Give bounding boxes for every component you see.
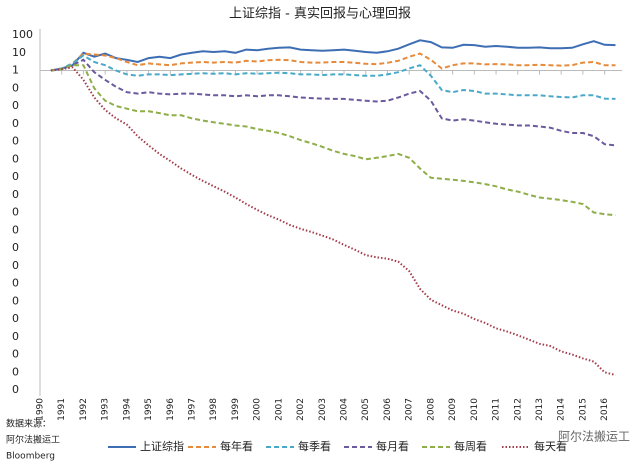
y-tick-label: 10 xyxy=(12,46,26,59)
x-tick-label: 2009 xyxy=(448,398,458,421)
y-tick-label: 0 xyxy=(12,277,19,290)
y-tick-label: 0 xyxy=(12,383,19,396)
x-tick-label: 2010 xyxy=(470,398,480,421)
series-line xyxy=(50,58,616,147)
x-tick-label: 2007 xyxy=(405,398,415,421)
x-tick-label: 2003 xyxy=(318,398,328,421)
legend-label: 每季看 xyxy=(298,439,331,453)
legend-label: 每年看 xyxy=(220,439,253,453)
y-tick-label: 100 xyxy=(12,28,33,41)
series-line xyxy=(50,39,616,72)
x-tick-label: 2013 xyxy=(535,398,545,421)
y-tick-label: 0 xyxy=(12,99,19,112)
y-tick-label: 0 xyxy=(12,223,19,236)
x-tick-label: 1994 xyxy=(122,398,132,421)
x-tick-label: 2012 xyxy=(513,398,523,421)
legend-label: 每月看 xyxy=(376,439,409,453)
series-line xyxy=(50,54,616,100)
watermark: 阿尔法搬运工 xyxy=(558,429,630,444)
series-line xyxy=(50,66,616,376)
x-tick-label: 1992 xyxy=(79,398,89,421)
x-tick-label: 1996 xyxy=(166,398,176,421)
source-label: 数据来源： xyxy=(6,418,51,430)
y-tick-label: 0 xyxy=(12,152,19,165)
x-tick-label: 2008 xyxy=(426,398,436,421)
chart-title: 上证综指 - 真实回报与心理回报 xyxy=(229,7,411,22)
legend-label: 每天看 xyxy=(534,439,567,453)
x-tick-label: 1999 xyxy=(231,398,241,421)
x-tick-label: 1993 xyxy=(101,398,111,421)
y-tick-label: 0 xyxy=(12,294,19,307)
legend-label: 每周看 xyxy=(454,439,487,453)
y-tick-label: 0 xyxy=(12,170,19,183)
x-tick-label: 2005 xyxy=(361,398,371,421)
x-tick-label: 1997 xyxy=(188,398,198,421)
source-line: 阿尔法搬运工 xyxy=(6,434,60,446)
x-tick-label: 1995 xyxy=(144,398,154,421)
x-tick-label: 1990 xyxy=(36,398,46,421)
x-tick-label: 2016 xyxy=(600,398,610,421)
series-line xyxy=(50,64,616,217)
y-tick-label: 0 xyxy=(12,312,19,325)
x-tick-label: 2002 xyxy=(296,398,306,421)
series-line xyxy=(50,52,616,72)
y-tick-label: 0 xyxy=(12,330,19,343)
y-tick-label: 0 xyxy=(12,259,19,272)
y-tick-label: 0 xyxy=(12,348,19,361)
source-line: Bloomberg xyxy=(6,452,55,462)
x-tick-label: 2000 xyxy=(253,398,263,421)
x-tick-label: 1991 xyxy=(57,398,67,421)
x-tick-label: 2006 xyxy=(383,398,393,421)
x-tick-label: 1998 xyxy=(209,398,219,421)
y-tick-label: 0 xyxy=(12,135,19,148)
x-tick-label: 2015 xyxy=(578,398,588,421)
legend-label: 上证综指 xyxy=(140,439,184,453)
y-tick-label: 0 xyxy=(12,188,19,201)
y-tick-label: 0 xyxy=(12,81,19,94)
y-tick-label: 0 xyxy=(12,365,19,378)
x-tick-label: 2014 xyxy=(557,398,567,421)
x-tick-label: 2004 xyxy=(340,398,350,421)
y-tick-label: 1 xyxy=(12,64,19,77)
x-tick-label: 2001 xyxy=(274,398,284,421)
y-tick-label: 0 xyxy=(12,206,19,219)
x-tick-label: 2011 xyxy=(492,398,502,421)
y-tick-label: 0 xyxy=(12,241,19,254)
y-tick-label: 0 xyxy=(12,117,19,130)
